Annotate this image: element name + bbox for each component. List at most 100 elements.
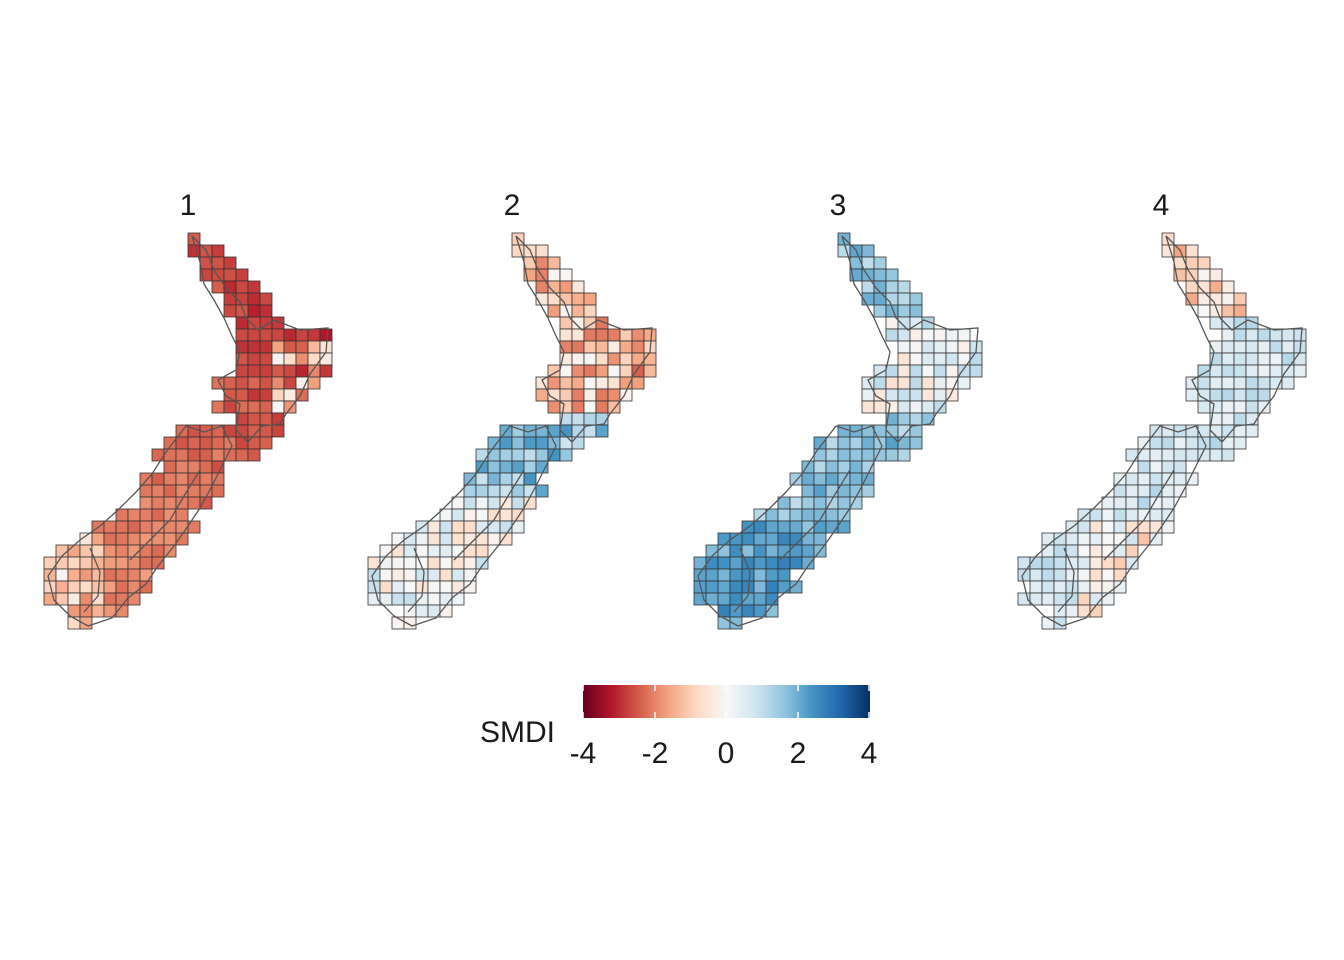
grid-cell <box>463 496 477 510</box>
grid-cell <box>921 400 935 414</box>
grid-cell <box>643 364 657 378</box>
grid-cell <box>753 520 767 534</box>
grid-cell <box>753 532 767 546</box>
grid-cells-1 <box>43 232 333 630</box>
grid-cell <box>1245 364 1259 378</box>
grid-cell <box>559 328 573 342</box>
grid-cell <box>1053 544 1067 558</box>
grid-cell <box>789 472 803 486</box>
grid-cell <box>1221 304 1235 318</box>
grid-cell <box>175 508 189 522</box>
grid-cell <box>945 352 959 366</box>
grid-cell <box>765 568 779 582</box>
grid-cell <box>1233 292 1247 306</box>
grid-cell <box>607 340 621 354</box>
grid-cell <box>729 568 743 582</box>
grid-cell <box>235 388 249 402</box>
grid-cell <box>1041 580 1055 594</box>
grid-cell <box>259 400 273 414</box>
grid-cell <box>1149 448 1163 462</box>
grid-cell <box>151 532 165 546</box>
grid-cell <box>801 544 815 558</box>
grid-cell <box>607 388 621 402</box>
grid-cell <box>837 436 851 450</box>
grid-cell <box>765 532 779 546</box>
grid-cell <box>753 580 767 594</box>
grid-cell <box>115 568 129 582</box>
grid-cell <box>825 484 839 498</box>
grid-cell <box>223 292 237 306</box>
grid-cell <box>1245 400 1259 414</box>
grid-cell <box>463 472 477 486</box>
grid-cell <box>55 568 69 582</box>
grid-cell <box>103 544 117 558</box>
grid-cell <box>211 436 225 450</box>
grid-cell <box>861 484 875 498</box>
coastline-4 <box>1021 235 1303 627</box>
grid-cell <box>1077 556 1091 570</box>
grid-cell <box>1149 484 1163 498</box>
grid-cell <box>127 508 141 522</box>
grid-cell <box>897 340 911 354</box>
grid-cell <box>1245 328 1259 342</box>
grid-cell <box>1161 436 1175 450</box>
grid-cell <box>415 568 429 582</box>
grid-cell <box>1041 532 1055 546</box>
map-panel-1: 1 <box>43 189 333 630</box>
grid-cell <box>91 568 105 582</box>
grid-cell <box>1269 364 1283 378</box>
grid-cell <box>1173 448 1187 462</box>
grid-cell <box>1101 508 1115 522</box>
grid-cell <box>547 424 561 438</box>
grid-cell <box>1233 436 1247 450</box>
grid-cell <box>511 448 525 462</box>
grid-cell <box>873 304 887 318</box>
grid-cell <box>789 580 803 594</box>
grid-cell <box>103 556 117 570</box>
grid-cell <box>499 484 513 498</box>
coastline-path <box>697 425 883 627</box>
grid-cell <box>79 556 93 570</box>
grid-cell <box>765 520 779 534</box>
grid-cell <box>487 472 501 486</box>
grid-cell <box>535 436 549 450</box>
grid-cell <box>259 436 273 450</box>
grid-cell <box>307 328 321 342</box>
grid-cell <box>789 556 803 570</box>
grid-cell <box>1221 412 1235 426</box>
grid-cell <box>175 460 189 474</box>
grid-cell <box>885 376 899 390</box>
grid-cell <box>403 592 417 606</box>
grid-cell <box>849 436 863 450</box>
coastline-path <box>453 469 525 561</box>
grid-cell <box>463 580 477 594</box>
grid-cell <box>1113 484 1127 498</box>
grid-cell <box>921 364 935 378</box>
grid-cell <box>897 436 911 450</box>
grid-cell <box>897 412 911 426</box>
grid-cell <box>115 592 129 606</box>
grid-cell <box>741 532 755 546</box>
grid-cell <box>115 580 129 594</box>
grid-cell <box>67 568 81 582</box>
grid-cell <box>909 340 923 354</box>
grid-cell <box>271 328 285 342</box>
grid-cell <box>283 352 297 366</box>
grid-cell <box>523 448 537 462</box>
grid-cell <box>103 592 117 606</box>
coastline-path <box>841 235 979 443</box>
grid-cell <box>1101 580 1115 594</box>
grid-cell <box>247 328 261 342</box>
grid-cell <box>1209 268 1223 282</box>
grid-cell <box>801 508 815 522</box>
grid-cell <box>1113 580 1127 594</box>
grid-cell <box>235 436 249 450</box>
grid-cell <box>1221 388 1235 402</box>
grid-cell <box>1113 568 1127 582</box>
grid-cell <box>283 388 297 402</box>
grid-cell <box>247 412 261 426</box>
grid-cell <box>499 448 513 462</box>
grid-cell <box>451 556 465 570</box>
grid-cell <box>223 400 237 414</box>
grid-cell <box>475 556 489 570</box>
